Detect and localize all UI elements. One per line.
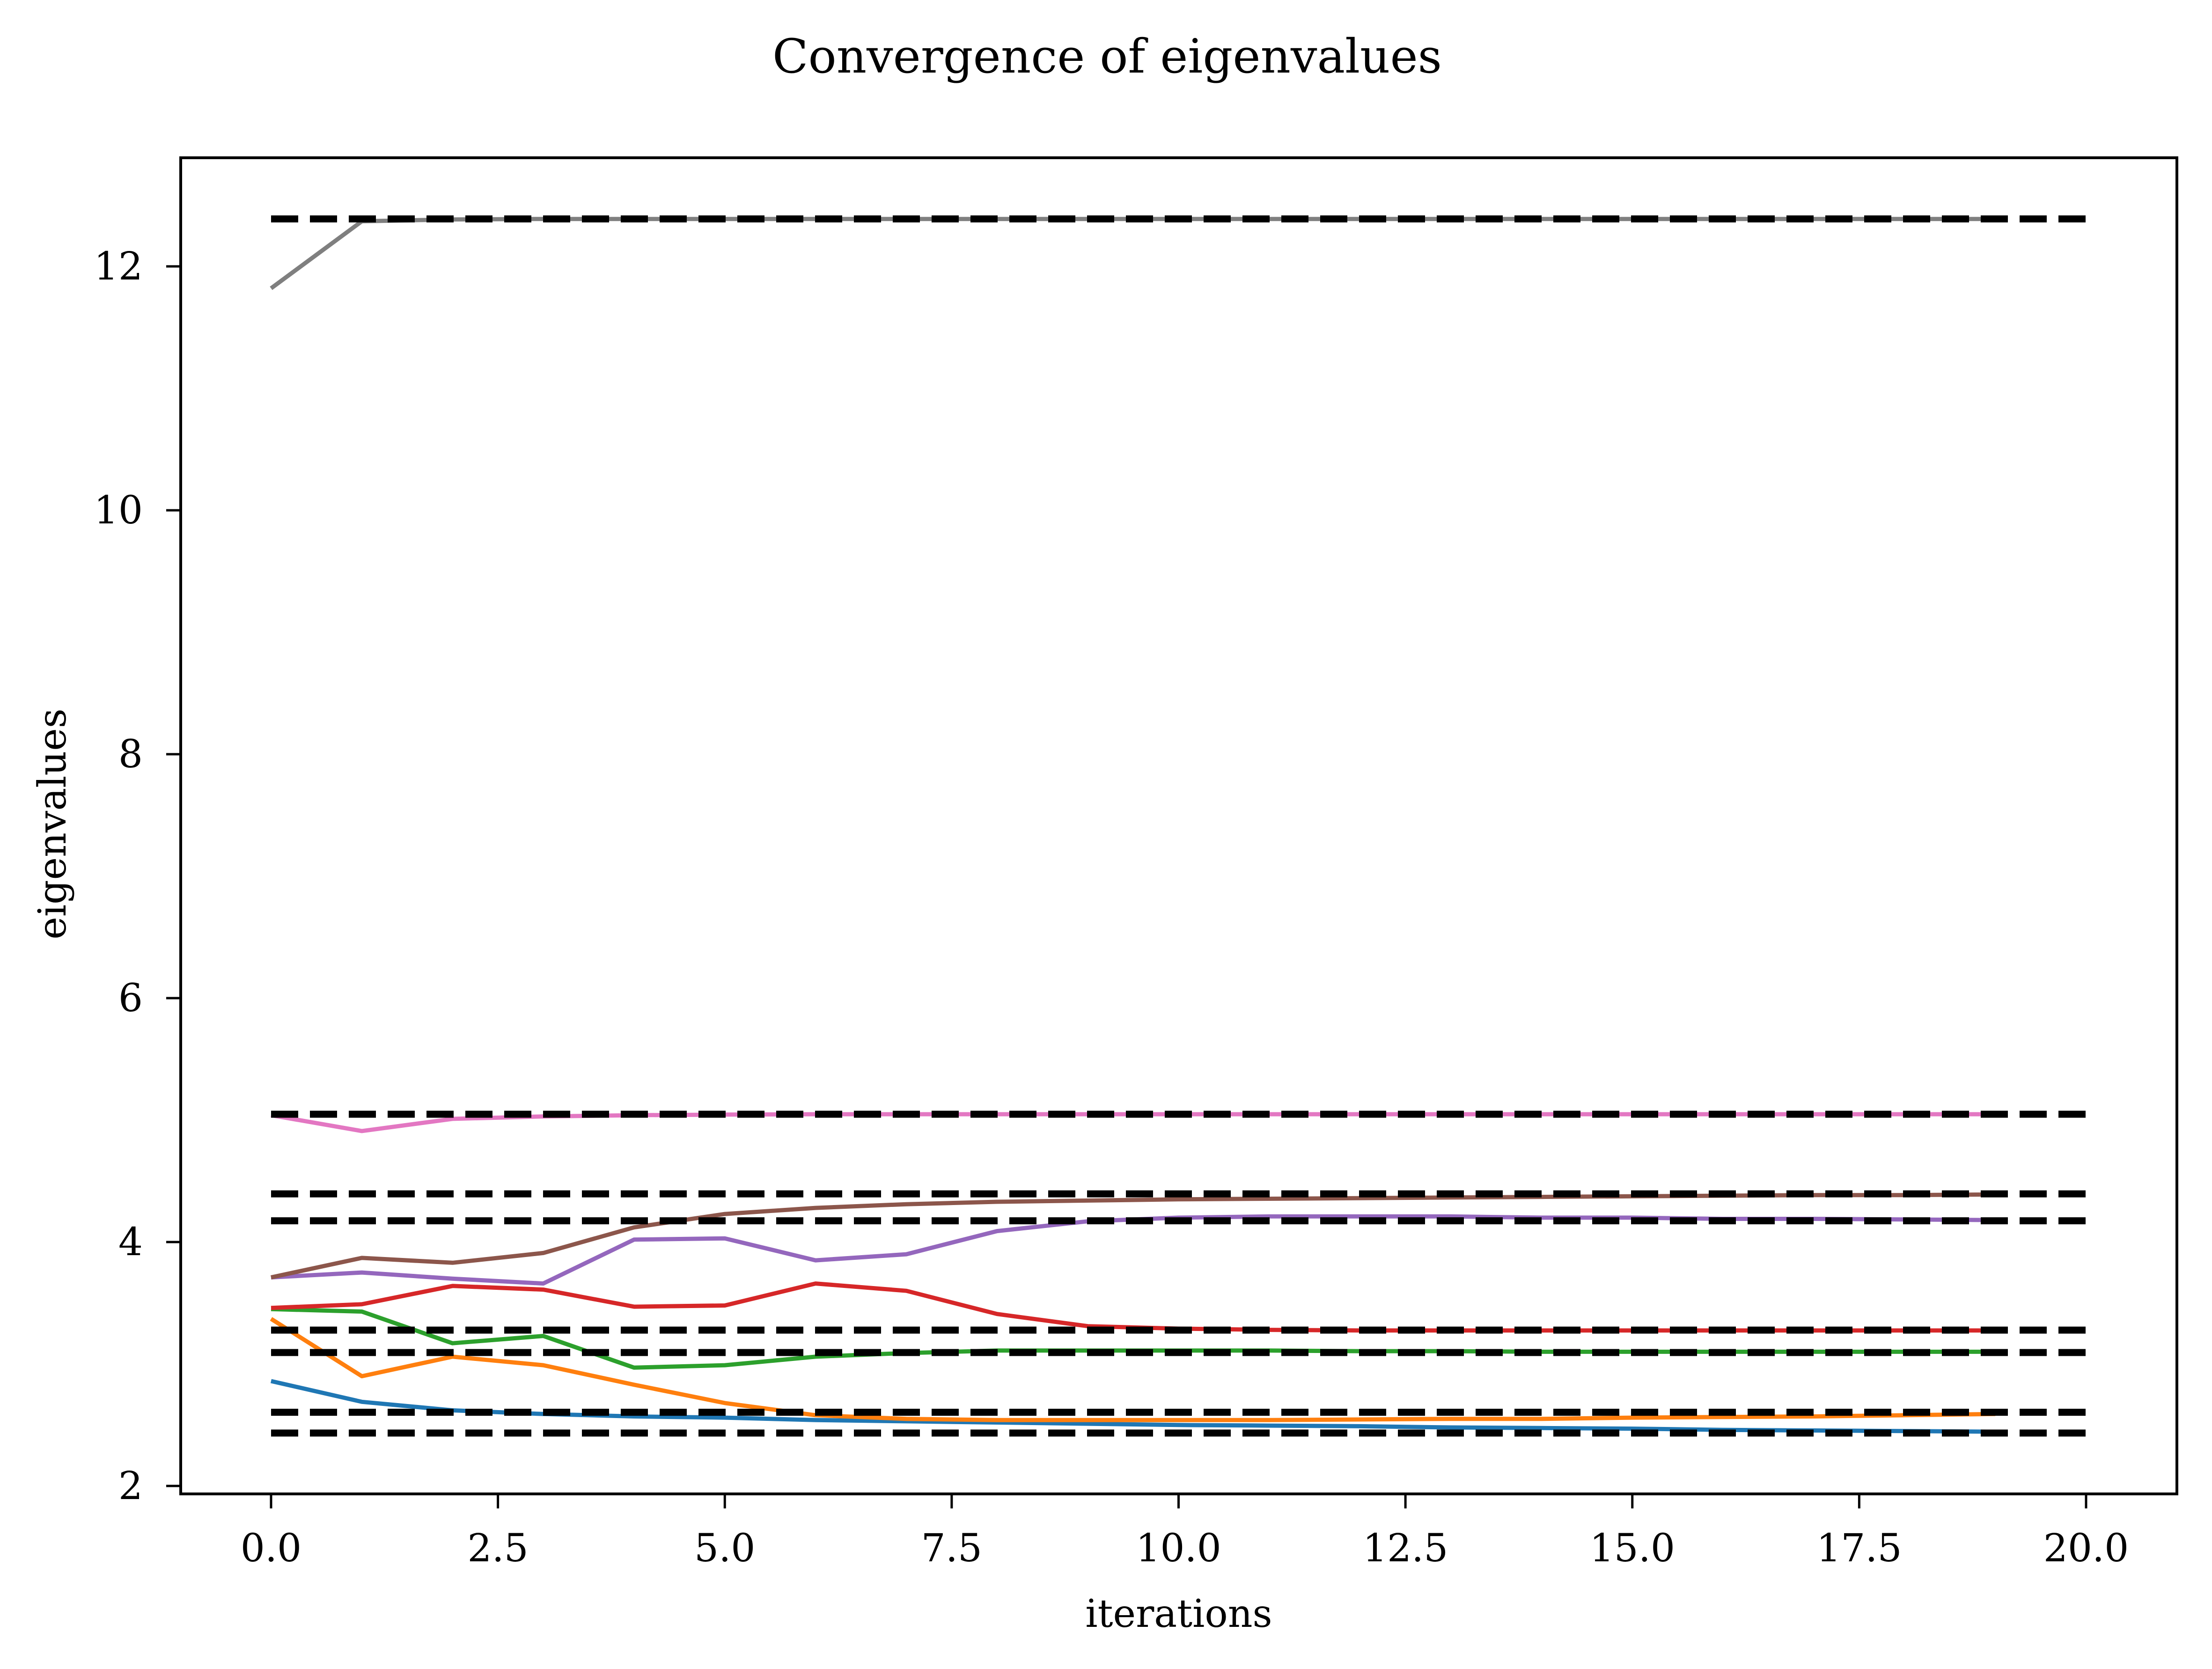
series-line-2 — [270, 1317, 1996, 1422]
chart-title: Convergence of eigenvalues — [772, 29, 1442, 84]
x-axis-ticks: 0.0 2.5 5.0 7.5 10.0 12.5 15.0 17.5 20.0 — [241, 1494, 2129, 1571]
series-line-4 — [271, 1281, 1996, 1333]
y-axis-ticks: 2 4 6 8 10 12 — [94, 244, 181, 1508]
series-line-3 — [271, 1307, 1996, 1370]
series-line-6 — [271, 1192, 1996, 1279]
x-tick-label: 10.0 — [1136, 1526, 1221, 1571]
x-tick-label: 2.5 — [467, 1526, 528, 1571]
x-tick-label: 17.5 — [1816, 1526, 1902, 1571]
x-tick-label: 12.5 — [1363, 1526, 1448, 1571]
y-tick-label: 10 — [94, 488, 143, 533]
series-line-1 — [270, 1379, 1996, 1434]
x-tick-label: 7.5 — [921, 1526, 982, 1571]
y-tick-label: 12 — [94, 244, 143, 289]
x-tick-label: 15.0 — [1589, 1526, 1675, 1571]
x-tick-label: 20.0 — [2043, 1526, 2129, 1571]
y-tick-label: 2 — [118, 1464, 143, 1508]
y-axis-label: eigenvalues — [30, 708, 75, 939]
x-axis-label: iterations — [1085, 1592, 1272, 1636]
series-line-5 — [271, 1214, 1996, 1286]
series-lines — [270, 217, 1996, 1434]
y-tick-label: 8 — [118, 732, 143, 777]
x-tick-label: 5.0 — [694, 1526, 755, 1571]
x-tick-label: 0.0 — [241, 1526, 301, 1571]
reference-lines — [271, 215, 2086, 1437]
y-tick-label: 6 — [118, 976, 143, 1021]
y-tick-label: 4 — [118, 1220, 143, 1265]
series-line-8 — [270, 217, 1996, 290]
axes-frame — [179, 156, 2178, 1495]
